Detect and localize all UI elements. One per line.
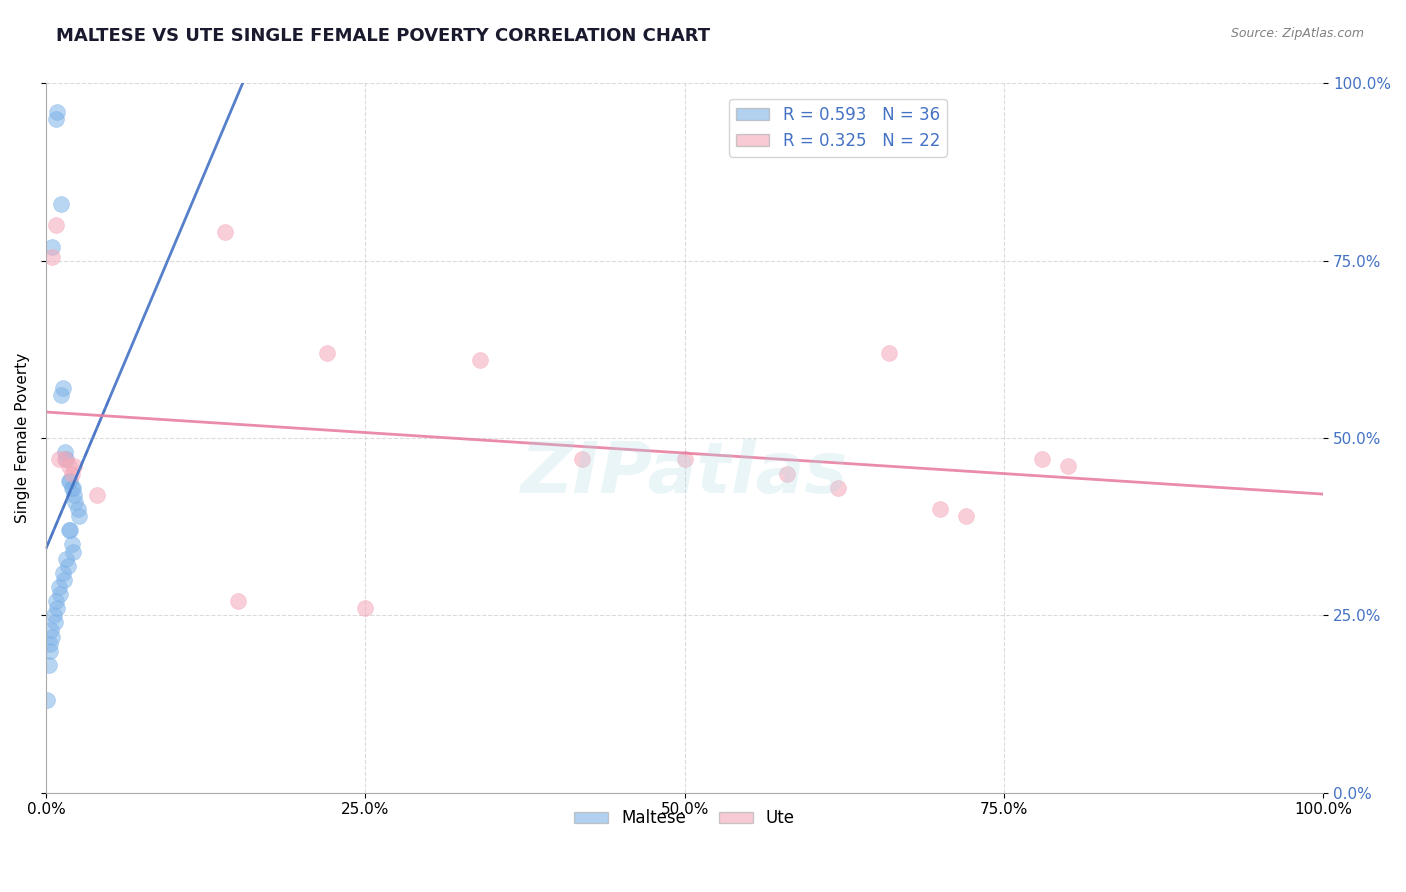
Point	[51, 197, 73, 211]
Point	[49, 587, 72, 601]
Point	[63, 459, 86, 474]
Point	[673, 452, 696, 467]
Point	[41, 630, 63, 644]
Legend: Maltese, Ute: Maltese, Ute	[568, 803, 801, 834]
Point	[226, 594, 249, 608]
Point	[39, 623, 62, 637]
Point	[60, 537, 83, 551]
Point	[60, 481, 83, 495]
Point	[58, 523, 80, 537]
Point	[1031, 452, 1053, 467]
Point	[48, 452, 70, 467]
Point	[955, 509, 977, 524]
Point	[58, 474, 80, 488]
Point	[48, 580, 70, 594]
Point	[55, 452, 77, 467]
Point	[38, 658, 60, 673]
Point	[53, 452, 76, 467]
Point	[38, 637, 60, 651]
Point	[41, 250, 63, 264]
Point	[59, 474, 82, 488]
Y-axis label: Single Female Poverty: Single Female Poverty	[15, 353, 30, 524]
Point	[59, 523, 82, 537]
Point	[52, 573, 75, 587]
Point	[45, 594, 67, 608]
Point	[52, 381, 75, 395]
Point	[67, 509, 90, 524]
Point	[62, 481, 84, 495]
Point	[37, 693, 59, 707]
Text: Source: ZipAtlas.com: Source: ZipAtlas.com	[1230, 27, 1364, 40]
Point	[571, 452, 593, 467]
Point	[65, 495, 87, 509]
Point	[51, 388, 73, 402]
Point	[316, 346, 339, 360]
Point	[58, 459, 80, 474]
Point	[53, 445, 76, 459]
Text: ZIPatlas: ZIPatlas	[522, 439, 848, 508]
Point	[470, 353, 492, 368]
Point	[60, 467, 83, 481]
Point	[45, 219, 67, 233]
Point	[776, 467, 799, 481]
Point	[827, 481, 849, 495]
Point	[929, 502, 952, 516]
Point	[46, 104, 69, 119]
Point	[41, 239, 63, 253]
Point	[214, 226, 236, 240]
Point	[42, 608, 65, 623]
Point	[1056, 459, 1078, 474]
Point	[46, 601, 69, 615]
Point	[62, 544, 84, 558]
Point	[63, 488, 86, 502]
Point	[44, 615, 66, 630]
Text: MALTESE VS UTE SINGLE FEMALE POVERTY CORRELATION CHART: MALTESE VS UTE SINGLE FEMALE POVERTY COR…	[56, 27, 710, 45]
Point	[45, 112, 67, 126]
Point	[66, 502, 89, 516]
Point	[86, 488, 108, 502]
Point	[354, 601, 377, 615]
Point	[877, 346, 900, 360]
Point	[38, 644, 60, 658]
Point	[56, 558, 79, 573]
Point	[55, 551, 77, 566]
Point	[52, 566, 75, 580]
